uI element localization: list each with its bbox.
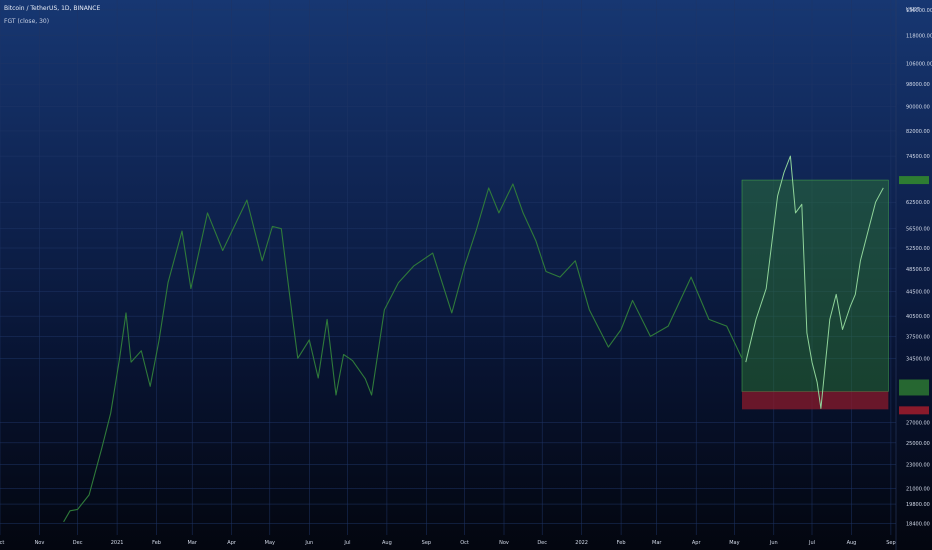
time-tick-label: 2021: [111, 540, 124, 546]
price-tick-label: 19800.00: [906, 502, 930, 508]
price-tick-label: 21000.00: [906, 487, 930, 493]
indicator-legend[interactable]: FGT (close, 30): [4, 18, 50, 25]
price-tick-label: 118000.00: [906, 33, 932, 39]
time-tick-label: Sep: [886, 540, 895, 546]
price-tick-label: 34500.00: [906, 356, 930, 362]
time-tick-label: Aug: [847, 540, 857, 546]
time-tick-label: Feb: [617, 540, 626, 546]
series-layer: [63, 155, 884, 523]
price-tick-label: 23000.00: [906, 463, 930, 469]
target-price-box: [899, 176, 929, 185]
price-tick-label: 130000.00: [906, 8, 932, 14]
time-tick-label: Nov: [499, 540, 509, 546]
time-tick-label: Mar: [187, 540, 197, 546]
time-tick-label: Jun: [769, 540, 778, 546]
time-tick-label: Jul: [808, 540, 815, 546]
time-tick-label: Dec: [73, 540, 83, 546]
symbol-legend[interactable]: Bitcoin / TetherUS, 1D, BINANCE: [4, 5, 101, 12]
time-tick-label: Apr: [227, 540, 237, 546]
price-tick-label: 25000.00: [906, 441, 930, 447]
price-tick-label: 27000.00: [906, 421, 930, 427]
price-tick-label: 56500.00: [906, 227, 930, 233]
time-tick-label: Nov: [35, 540, 45, 546]
price-tick-label: 82000.00: [906, 129, 930, 135]
price-tick-label: 106000.00: [906, 62, 932, 68]
time-tick-label: Dec: [537, 540, 547, 546]
price-tick-label: 98000.00: [906, 82, 930, 88]
stop-price-box: [899, 406, 929, 415]
time-tick-label: Jul: [343, 540, 350, 546]
price-tick-label: 74500.00: [906, 154, 930, 160]
price-tick-label: 37500.00: [906, 334, 930, 340]
loss-zone: [742, 391, 889, 410]
price-line: [63, 183, 743, 523]
projection-line: [745, 155, 884, 409]
price-tick-label: 52500.00: [906, 246, 930, 252]
price-tick-label: 48500.00: [906, 267, 930, 273]
price-tick-label: 90000.00: [906, 104, 930, 110]
time-tick-label: Jun: [304, 540, 313, 546]
time-tick-label: Feb: [152, 540, 161, 546]
time-tick-label: Oct: [0, 540, 4, 546]
time-tick-label: Mar: [652, 540, 662, 546]
time-tick-label: Oct: [460, 540, 469, 546]
price-tick-label: 62500.00: [906, 200, 930, 206]
time-tick-label: 2022: [575, 540, 588, 546]
time-tick-label: Sep: [422, 540, 431, 546]
price-tick-label: 40500.00: [906, 314, 930, 320]
grid-layer: [0, 0, 896, 535]
time-tick-label: May: [729, 540, 739, 546]
time-tick-label: May: [265, 540, 275, 546]
profit-zone: [741, 179, 889, 392]
time-tick-label: Apr: [692, 540, 702, 546]
currency-label: USDT: [906, 7, 921, 13]
price-tick-label: 18400.00: [906, 521, 930, 527]
time-tick-label: Aug: [382, 540, 392, 546]
price-tick-label: 44500.00: [906, 289, 930, 295]
entry-price-box: [899, 379, 929, 396]
